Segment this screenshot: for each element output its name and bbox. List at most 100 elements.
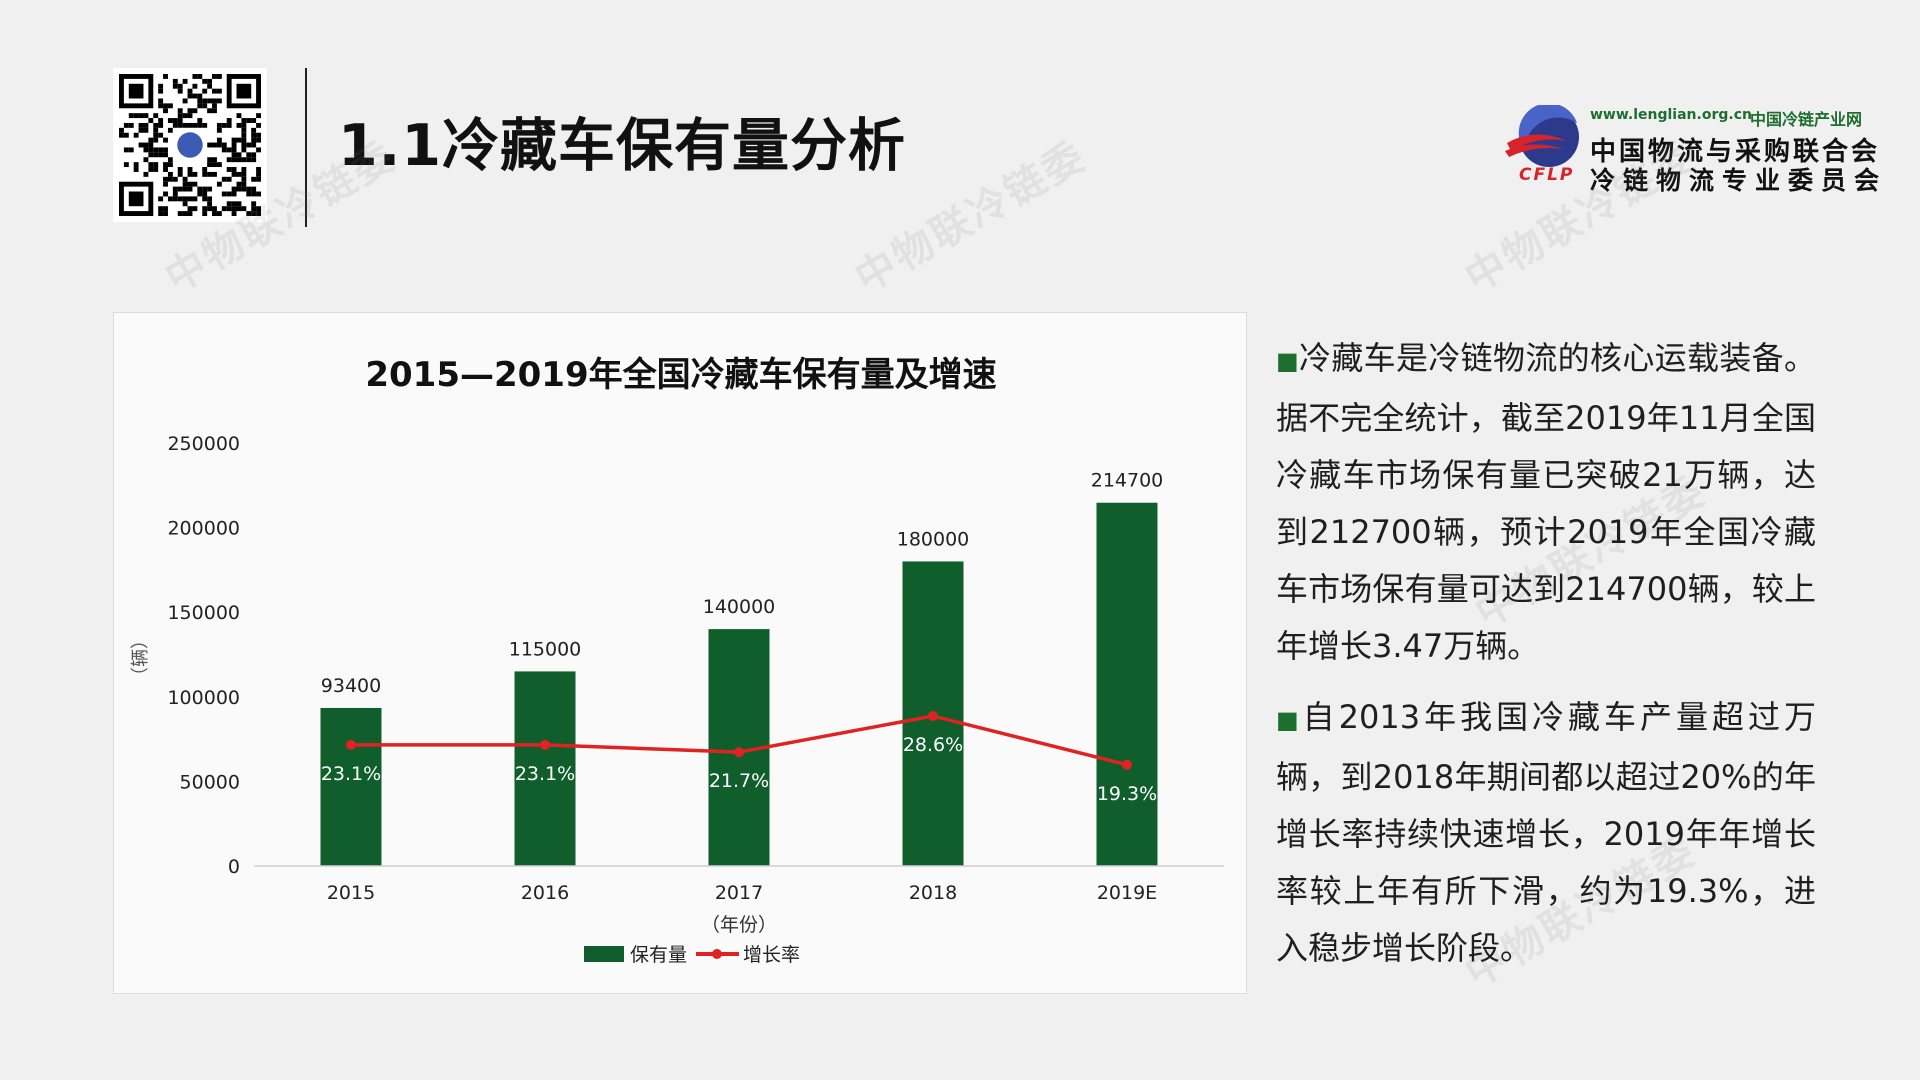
qr-module (256, 206, 261, 212)
qr-module (221, 191, 227, 197)
qr-module (187, 206, 193, 212)
qr-module (167, 176, 173, 182)
paragraph-2-text: 自2013年我国冷藏车产量超过万辆，到2018年期间都以超过20%的年增长率持续… (1276, 698, 1816, 967)
qr-module (182, 186, 188, 192)
qr-module (158, 132, 164, 138)
qr-module (128, 113, 134, 119)
qr-module (207, 206, 213, 212)
qr-module (226, 147, 232, 153)
growth-rate-label: 28.6% (903, 734, 963, 756)
qr-module (143, 127, 149, 133)
qr-module (236, 157, 242, 163)
growth-rate-label: 23.1% (321, 763, 381, 785)
paragraph-1-text: 冷藏车是冷链物流的核心运载装备。据不完全统计，截至2019年11月全国冷藏车市场… (1276, 339, 1816, 665)
qr-module (212, 162, 217, 168)
qr-module (158, 122, 164, 128)
qr-module (202, 88, 208, 94)
qr-module (143, 113, 149, 119)
qr-module (251, 118, 257, 123)
qr-module (251, 176, 257, 182)
qr-module (148, 152, 154, 158)
qr-module (202, 78, 208, 84)
qr-module (192, 93, 198, 99)
qr-module (202, 167, 208, 172)
qr-module (187, 186, 193, 192)
qr-module (158, 98, 164, 104)
qr-finder-core (236, 83, 252, 99)
qr-module (143, 142, 149, 148)
qr-module (216, 211, 222, 216)
bar-value-labels: 93400 115000 140000 180000 214700 (321, 470, 1163, 697)
qr-module (192, 171, 198, 177)
qr-module (221, 142, 227, 148)
qr-module (256, 132, 261, 138)
qr-module (163, 162, 168, 168)
qr-module (192, 74, 198, 79)
qr-module (153, 147, 159, 153)
qr-module (172, 83, 178, 89)
page-title: 1.1冷藏车保有量分析 (338, 113, 906, 179)
qr-module (226, 191, 232, 197)
qr-module (148, 147, 154, 153)
qr-module (241, 147, 247, 153)
qr-module (133, 132, 139, 138)
qr-module (187, 113, 193, 119)
qr-module (256, 147, 261, 153)
y-tick-label: 0 (228, 856, 240, 878)
x-tick-label: 2017 (715, 882, 763, 904)
qr-module (128, 122, 134, 128)
title-divider (305, 68, 307, 227)
qr-module (182, 98, 188, 104)
bullet-icon: ■ (1276, 706, 1303, 734)
qr-module (212, 171, 217, 177)
qr-module (153, 162, 159, 168)
qr-module (197, 93, 203, 99)
qr-module (241, 118, 247, 123)
growth-rate-label: 23.1% (515, 763, 575, 785)
growth-rate-point (346, 739, 356, 750)
qr-module (182, 78, 188, 84)
qr-module (251, 206, 257, 212)
qr-module (212, 211, 217, 216)
qr-module (197, 122, 203, 128)
qr-module (216, 181, 222, 187)
qr-module (158, 206, 164, 212)
qr-module (167, 103, 173, 109)
qr-module (256, 113, 261, 119)
qr-module (207, 186, 213, 192)
logo-abbr: CFLP (1519, 165, 1575, 185)
qr-module (241, 127, 247, 133)
bar-value-label: 115000 (509, 638, 582, 660)
qr-module (207, 108, 213, 114)
qr-module (236, 201, 242, 207)
qr-module (192, 108, 198, 114)
cflp-logo: CFLP www.lenglian.org.cn 中国冷链产业网 中国物流与采购… (1505, 105, 1895, 200)
qr-module (177, 196, 183, 202)
qr-module (241, 167, 247, 172)
bar-value-label: 180000 (897, 528, 970, 550)
qr-module (202, 171, 208, 177)
bar-series (320, 502, 1158, 866)
qr-module (187, 122, 193, 128)
qr-module (138, 127, 144, 133)
qr-module (143, 157, 149, 163)
legend-label-bar: 保有量 (630, 944, 687, 966)
qr-module (153, 137, 159, 143)
qr-module (192, 206, 198, 212)
qr-module (187, 181, 193, 187)
qr-module (256, 122, 261, 128)
qr-module (241, 142, 247, 148)
qr-module (138, 142, 144, 148)
chart-panel: 2015—2019年全国冷藏车保有量及增速 （辆） （年份） 0 50000 100… (113, 312, 1247, 994)
qr-module (226, 206, 232, 212)
qr-module (212, 157, 217, 163)
qr-module (123, 147, 129, 153)
qr-module (236, 137, 242, 143)
qr-finder-core (128, 191, 144, 207)
qr-module (119, 132, 124, 138)
x-axis: 2015 2016 2017 2018 2019E (254, 865, 1224, 904)
qr-module (167, 162, 173, 168)
qr-module (148, 162, 154, 168)
qr-module (251, 211, 257, 216)
growth-rate-line: 23.1% 23.1% 21.7% 28.6% 19.3% (321, 710, 1157, 805)
